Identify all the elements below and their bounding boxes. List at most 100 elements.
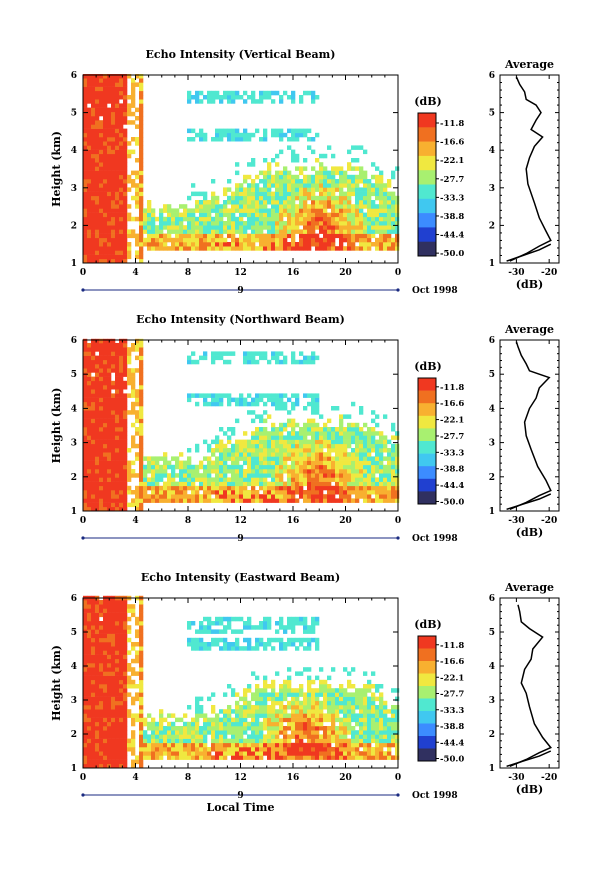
echo-cell: [119, 393, 124, 398]
echo-cell: [291, 216, 296, 222]
echo-cell: [363, 242, 368, 247]
echo-cell: [171, 738, 176, 744]
echo-cell: [339, 233, 344, 239]
echo-cell: [127, 410, 132, 415]
echo-cell: [395, 448, 400, 453]
echo-cell: [103, 759, 108, 765]
echo-cell: [111, 654, 116, 660]
echo-cell: [87, 74, 92, 79]
echo-cell: [135, 347, 140, 352]
echo-cell: [259, 637, 264, 643]
echo-cell: [211, 237, 216, 243]
echo-cell: [267, 642, 272, 647]
echo-cell: [171, 498, 176, 503]
echo-cell: [195, 221, 200, 226]
echo-cell: [83, 376, 88, 382]
echo-cell: [139, 734, 144, 739]
echo-cell: [295, 153, 300, 159]
echo-cell: [163, 456, 168, 461]
echo-cell: [307, 477, 312, 482]
echo-cell: [259, 713, 264, 718]
echo-cell: [279, 705, 284, 710]
echo-cell: [83, 141, 88, 146]
echo-cell: [171, 755, 176, 760]
echo-cell: [207, 443, 212, 449]
echo-cell: [115, 372, 120, 377]
echo-cell: [179, 490, 184, 495]
echo-cell: [275, 397, 280, 403]
echo-cell: [371, 187, 376, 192]
echo-cell: [363, 464, 368, 470]
echo-cell: [259, 464, 264, 470]
echo-cell: [295, 755, 300, 760]
echo-cell: [99, 473, 104, 478]
echo-cell: [211, 355, 216, 361]
echo-cell: [391, 191, 396, 197]
echo-cell: [115, 477, 120, 482]
echo-cell: [283, 713, 288, 718]
echo-cell: [303, 726, 308, 731]
echo-cell: [359, 464, 364, 470]
echo-cell: [115, 742, 120, 748]
echo-cell: [383, 490, 388, 495]
echo-cell: [383, 233, 388, 239]
echo-cell: [111, 128, 116, 134]
echo-cell: [99, 751, 104, 756]
echo-cell: [123, 145, 128, 150]
echo-cell: [83, 179, 88, 184]
echo-cell: [263, 351, 268, 356]
echo-cell: [259, 721, 264, 727]
echo-cell: [303, 498, 308, 503]
echo-cell: [351, 225, 356, 230]
echo-cell: [99, 351, 104, 356]
echo-cell: [123, 170, 128, 176]
echo-cell: [139, 128, 144, 134]
echo-cell: [251, 452, 256, 457]
echo-cell: [335, 200, 340, 205]
echo-cell: [335, 166, 340, 171]
echo-cell: [283, 443, 288, 449]
echo-cell: [127, 393, 132, 398]
echo-cell: [131, 747, 136, 752]
echo-cell: [331, 439, 336, 445]
echo-cell: [151, 747, 156, 752]
echo-cell: [327, 431, 332, 436]
echo-cell: [347, 464, 352, 470]
echo-cell: [91, 389, 96, 394]
echo-cell: [299, 481, 304, 487]
echo-cell: [347, 237, 352, 243]
echo-cell: [371, 439, 376, 445]
echo-cell: [99, 477, 104, 482]
echo-cell: [291, 427, 296, 432]
echo-cell: [311, 498, 316, 503]
echo-cell: [151, 751, 156, 756]
echo-cell: [267, 95, 272, 100]
echo-cell: [355, 187, 360, 192]
echo-cell: [91, 191, 96, 197]
echo-cell: [131, 658, 136, 664]
echo-cell: [211, 439, 216, 445]
echo-cell: [99, 389, 104, 394]
echo-cell: [107, 158, 112, 163]
echo-cell: [263, 170, 268, 176]
echo-cell: [139, 368, 144, 373]
echo-cell: [263, 137, 268, 142]
echo-cell: [219, 456, 224, 461]
echo-cell: [387, 494, 392, 499]
echo-cell: [227, 401, 232, 407]
echo-cell: [351, 431, 356, 436]
echo-cell: [267, 625, 272, 630]
echo-cell: [99, 187, 104, 192]
echo-cell: [295, 498, 300, 503]
echo-cell: [139, 200, 144, 205]
echo-cell: [255, 700, 260, 706]
echo-cell: [323, 494, 328, 499]
echo-cell: [267, 460, 272, 466]
echo-cell: [139, 166, 144, 171]
echo-cell: [111, 338, 116, 344]
echo-cell: [219, 99, 224, 104]
echo-cell: [123, 481, 128, 487]
echo-cell: [351, 237, 356, 243]
echo-cell: [239, 696, 244, 702]
echo-cell: [87, 667, 92, 672]
